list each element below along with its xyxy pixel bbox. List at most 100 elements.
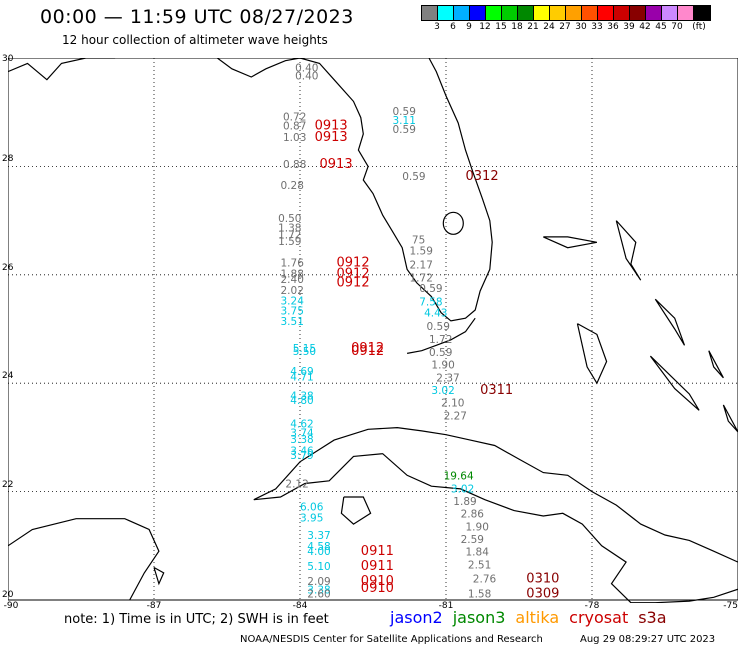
coastline-segment: [649, 355, 700, 411]
wave-height-label: 0.59: [429, 347, 452, 359]
wave-height-label: 3.38: [307, 585, 330, 597]
wave-height-label: 3.95: [300, 512, 323, 524]
color-scale-label: 27: [559, 22, 571, 32]
wave-height-label: 2.02: [281, 285, 304, 297]
color-scale-label: 21: [527, 22, 539, 32]
mission-altika: altika: [515, 608, 560, 627]
coastline-segment: [253, 426, 738, 563]
wave-height-label: 1.58: [468, 588, 491, 600]
wave-height-label: 0.72: [283, 111, 306, 123]
color-swatch: [646, 6, 662, 20]
color-scale-label: 30: [575, 22, 587, 32]
coastline-segment: [340, 496, 372, 525]
color-scale-label: 15: [495, 22, 507, 32]
wave-height-label: 19.64: [444, 471, 474, 483]
wave-height-label: 0912: [337, 267, 370, 282]
wave-height-label: 1.59: [410, 246, 433, 258]
longitude-label: -75: [723, 601, 738, 611]
mission-cryosat: cryosat: [569, 608, 629, 627]
color-scale-label: 3: [434, 22, 440, 32]
wave-height-label: 7.58: [419, 297, 442, 309]
timestamp: Aug 29 08:29:27 UTC 2023: [580, 634, 716, 645]
wave-height-label: 3.51: [281, 316, 304, 328]
wave-height-label: 0910: [361, 581, 394, 596]
color-swatch: [694, 6, 710, 20]
longitude-label: -81: [438, 601, 454, 611]
color-swatch: [662, 6, 678, 20]
wave-height-label: 2.37: [436, 373, 459, 385]
wave-height-label: 0.59: [419, 283, 442, 295]
coastline-segment: [253, 453, 738, 603]
wave-height-label: 0311: [480, 383, 513, 398]
wave-height-label: 0.40: [295, 71, 318, 83]
wave-height-label: 0310: [526, 572, 559, 587]
wave-height-label: 0.50: [278, 213, 301, 225]
wave-height-label: 4.58: [307, 541, 330, 553]
color-scale-label: 45: [655, 22, 667, 32]
color-swatch: [518, 6, 534, 20]
wave-height-label: 2.76: [473, 574, 497, 586]
latitude-label: 28: [2, 154, 14, 165]
wave-height-label: 3.24: [281, 296, 305, 308]
lat-lon-grid: [8, 58, 738, 600]
wave-height-label: 2.17: [410, 259, 433, 271]
wave-height-label: 0912: [337, 256, 370, 271]
wave-height-label: 3.74: [290, 427, 314, 439]
wave-height-label: 1.76: [281, 258, 305, 270]
wave-height-label: 1.89: [453, 496, 476, 508]
wave-height-label: 0911: [361, 559, 394, 574]
wave-height-label: 3.02: [431, 385, 454, 397]
wave-height-label: 1.90: [466, 522, 489, 534]
wave-height-label: 3.37: [307, 530, 330, 542]
wave-height-label: 0.59: [427, 321, 450, 333]
longitude-label: -78: [584, 601, 600, 611]
coastline-segment: [216, 58, 493, 322]
wave-height-label: 0913: [315, 130, 348, 145]
wave-height-label: 75: [412, 234, 425, 246]
wave-height-label: 1.84: [466, 547, 490, 559]
latitude-label: 26: [2, 262, 14, 273]
wave-height-label: 2.59: [461, 534, 484, 546]
wave-height-label: 3.38: [290, 434, 313, 446]
color-scale-labels: 3 6 9 12 15 18 21 24 27 30 33 36 39 42 45 70 (ft): [421, 22, 740, 34]
mission-legend: jason2 jason3 altika cryosat s3a: [390, 608, 677, 627]
wave-height-label: 5.10: [307, 561, 330, 573]
color-swatch: [454, 6, 470, 20]
coastline-segment: [654, 298, 686, 346]
coastline-segment: [543, 236, 598, 249]
latitude-label: 24: [2, 371, 14, 382]
wave-height-label: 0911: [361, 544, 394, 559]
color-scale-label: 42: [639, 22, 651, 32]
latitude-label: 22: [2, 479, 14, 490]
wave-height-label: 1.72: [410, 272, 433, 284]
wave-height-label: 0.59: [402, 171, 425, 183]
wave-height-label: 4.43: [424, 308, 447, 320]
wave-height-label: 0.59: [393, 124, 416, 136]
color-scale-label: 33: [591, 22, 603, 32]
wave-height-label: 0312: [466, 169, 499, 184]
wave-height-label: 0912: [351, 344, 384, 359]
wave-height-label: 4.38: [290, 391, 313, 403]
wave-height-label: 0.59: [393, 106, 416, 118]
color-scale-label: 6: [450, 22, 456, 32]
wave-height-label: 0.88: [283, 159, 306, 171]
color-swatch: [438, 6, 454, 20]
color-swatch: [534, 6, 550, 20]
wave-height-label: 1.88: [281, 269, 304, 281]
wave-height-label: 3.11: [393, 115, 416, 127]
coastline-segment: [576, 323, 608, 385]
wave-height-label: 4.00: [307, 546, 330, 558]
wave-height-label: 3.75: [281, 305, 304, 317]
lake-okeechobee: [442, 211, 464, 235]
wave-height-label: 0913: [315, 119, 348, 134]
longitude-label: -84: [292, 601, 308, 611]
wave-height-label: 1.90: [431, 360, 454, 372]
color-scale-label: 39: [623, 22, 635, 32]
wave-height-label: 6.06: [300, 502, 324, 514]
coastline-segment: [406, 317, 476, 354]
coastline-segment: [153, 566, 165, 586]
wave-height-label: 2.10: [441, 398, 464, 410]
wave-height-label: 5.15: [293, 343, 316, 355]
color-scale-bar: [421, 5, 711, 21]
wave-height-label: 5.50: [293, 346, 316, 358]
